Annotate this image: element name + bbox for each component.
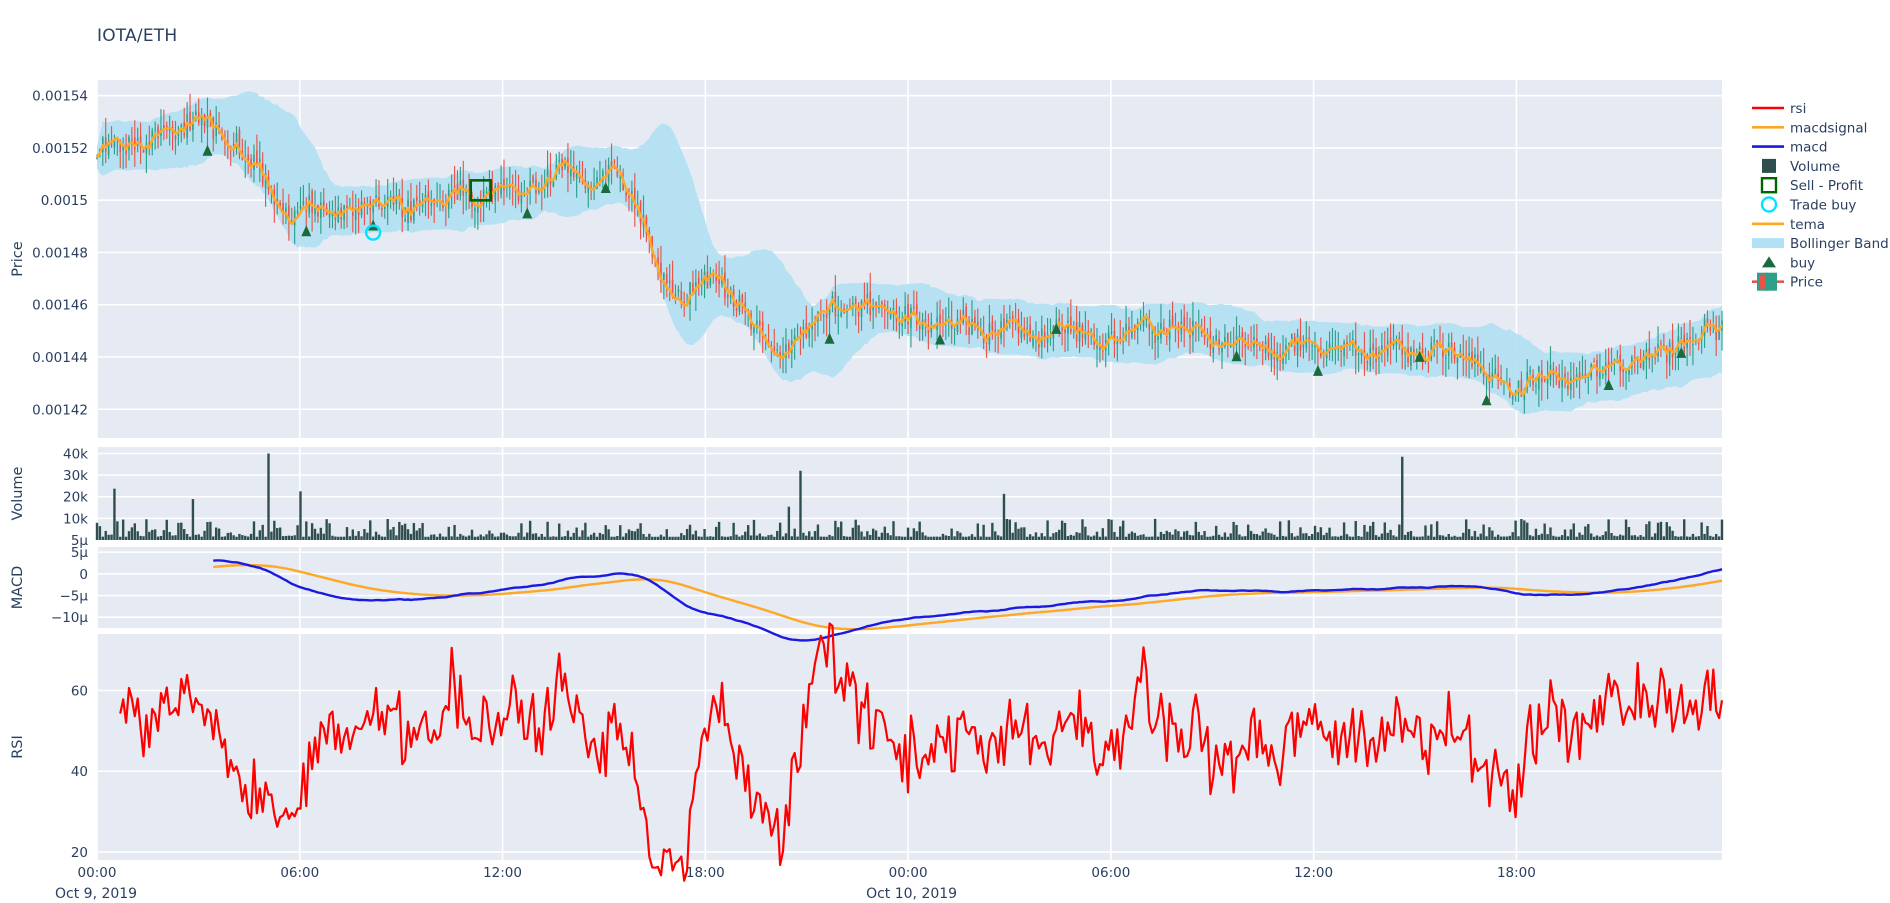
x-axis-tick: 18:00 — [686, 865, 725, 881]
macd-y-tick: 0 — [79, 567, 88, 583]
legend-item-rsi[interactable]: rsi — [1752, 101, 1806, 117]
legend-item-macdsignal[interactable]: macdsignal — [1752, 120, 1867, 136]
rsi-y-tick: 60 — [71, 684, 88, 700]
rsi-y-tick: 40 — [71, 764, 88, 780]
x-axis-tick: 12:00 — [1294, 865, 1333, 881]
legend-item-sell-profit[interactable]: Sell - Profit — [1760, 176, 1863, 194]
price-y-tick: 0.0015 — [41, 193, 88, 209]
legend-item-volume[interactable]: Volume — [1762, 158, 1840, 175]
page-title: IOTA/ETH — [97, 26, 178, 46]
macd-y-tick: 5µ — [71, 545, 89, 561]
candlestick-icon — [1752, 272, 1784, 291]
legend-item-tema[interactable]: tema — [1752, 217, 1825, 233]
legend-item-macd[interactable]: macd — [1752, 140, 1827, 156]
legend-label: tema — [1790, 217, 1825, 233]
legend-item-buy[interactable]: buy — [1762, 255, 1815, 271]
macd-y-tick: −10µ — [51, 610, 88, 626]
x-axis-tick: 06:00 — [280, 865, 319, 881]
legend-label: Sell - Profit — [1790, 178, 1863, 194]
legend-item-bollinger-band[interactable]: Bollinger Band — [1752, 236, 1889, 252]
band-icon — [1752, 238, 1784, 249]
grid-lines — [96, 80, 1722, 860]
rsi-axis-title: RSI — [10, 735, 26, 759]
price-y-tick: 0.00142 — [32, 402, 88, 418]
macd-axis-title: MACD — [10, 566, 26, 609]
legend-label: macd — [1790, 140, 1827, 156]
price-y-tick: 0.00144 — [32, 350, 88, 366]
legend-label: Trade buy — [1789, 198, 1856, 214]
price-y-tick: 0.00148 — [32, 245, 88, 261]
legend-label: Price — [1790, 275, 1823, 291]
x-axis-tick: 12:00 — [483, 865, 522, 881]
price-series — [96, 91, 1724, 415]
legend-label: rsi — [1790, 101, 1806, 117]
volume-y-tick: 20k — [63, 490, 88, 506]
rsi-series — [119, 622, 1724, 882]
chart-legend[interactable]: rsi macdsignal macd Volume Sell - Profit Trad… — [1752, 101, 1889, 291]
volume-axis-title: Volume — [10, 466, 26, 520]
legend-label: Bollinger Band — [1790, 236, 1889, 252]
macd-y-tick: −5µ — [60, 589, 89, 605]
volume-series — [95, 453, 1724, 540]
legend-label: Volume — [1790, 159, 1840, 175]
legend-label: macdsignal — [1790, 120, 1867, 136]
x-axis-tick: 06:00 — [1091, 865, 1130, 881]
circle-open-icon — [1760, 196, 1778, 213]
legend-label: buy — [1790, 255, 1815, 271]
x-axis-tick: 18:00 — [1497, 865, 1536, 881]
x-axis-tick: 00:00 — [889, 865, 928, 881]
volume-y-tick: 5µ — [71, 533, 89, 549]
price-y-tick: 0.00152 — [32, 141, 88, 157]
x-axis-date-label: Oct 10, 2019 — [866, 886, 957, 902]
volume-y-tick: 40k — [63, 446, 88, 462]
rsi-y-tick: 20 — [71, 845, 88, 861]
axis-ticks: 0.00154 0.00152 0.0015 0.00148 0.00146 0.0014… — [10, 89, 1536, 902]
triangle-up-icon — [1762, 256, 1776, 268]
price-y-tick: 0.00154 — [32, 89, 88, 105]
legend-item-price[interactable]: Price — [1752, 272, 1823, 291]
volume-y-tick: 10k — [63, 511, 88, 527]
square-open-icon — [1760, 176, 1778, 194]
x-axis-tick: 00:00 — [78, 865, 117, 881]
square-filled-icon — [1762, 158, 1776, 173]
price-axis-title: Price — [10, 241, 26, 276]
legend-item-trade-buy[interactable]: Trade buy — [1760, 196, 1856, 214]
volume-y-tick: 30k — [63, 468, 88, 484]
x-axis-date-label: Oct 9, 2019 — [55, 886, 137, 902]
price-y-tick: 0.00146 — [32, 298, 88, 314]
macd-series — [213, 559, 1723, 642]
